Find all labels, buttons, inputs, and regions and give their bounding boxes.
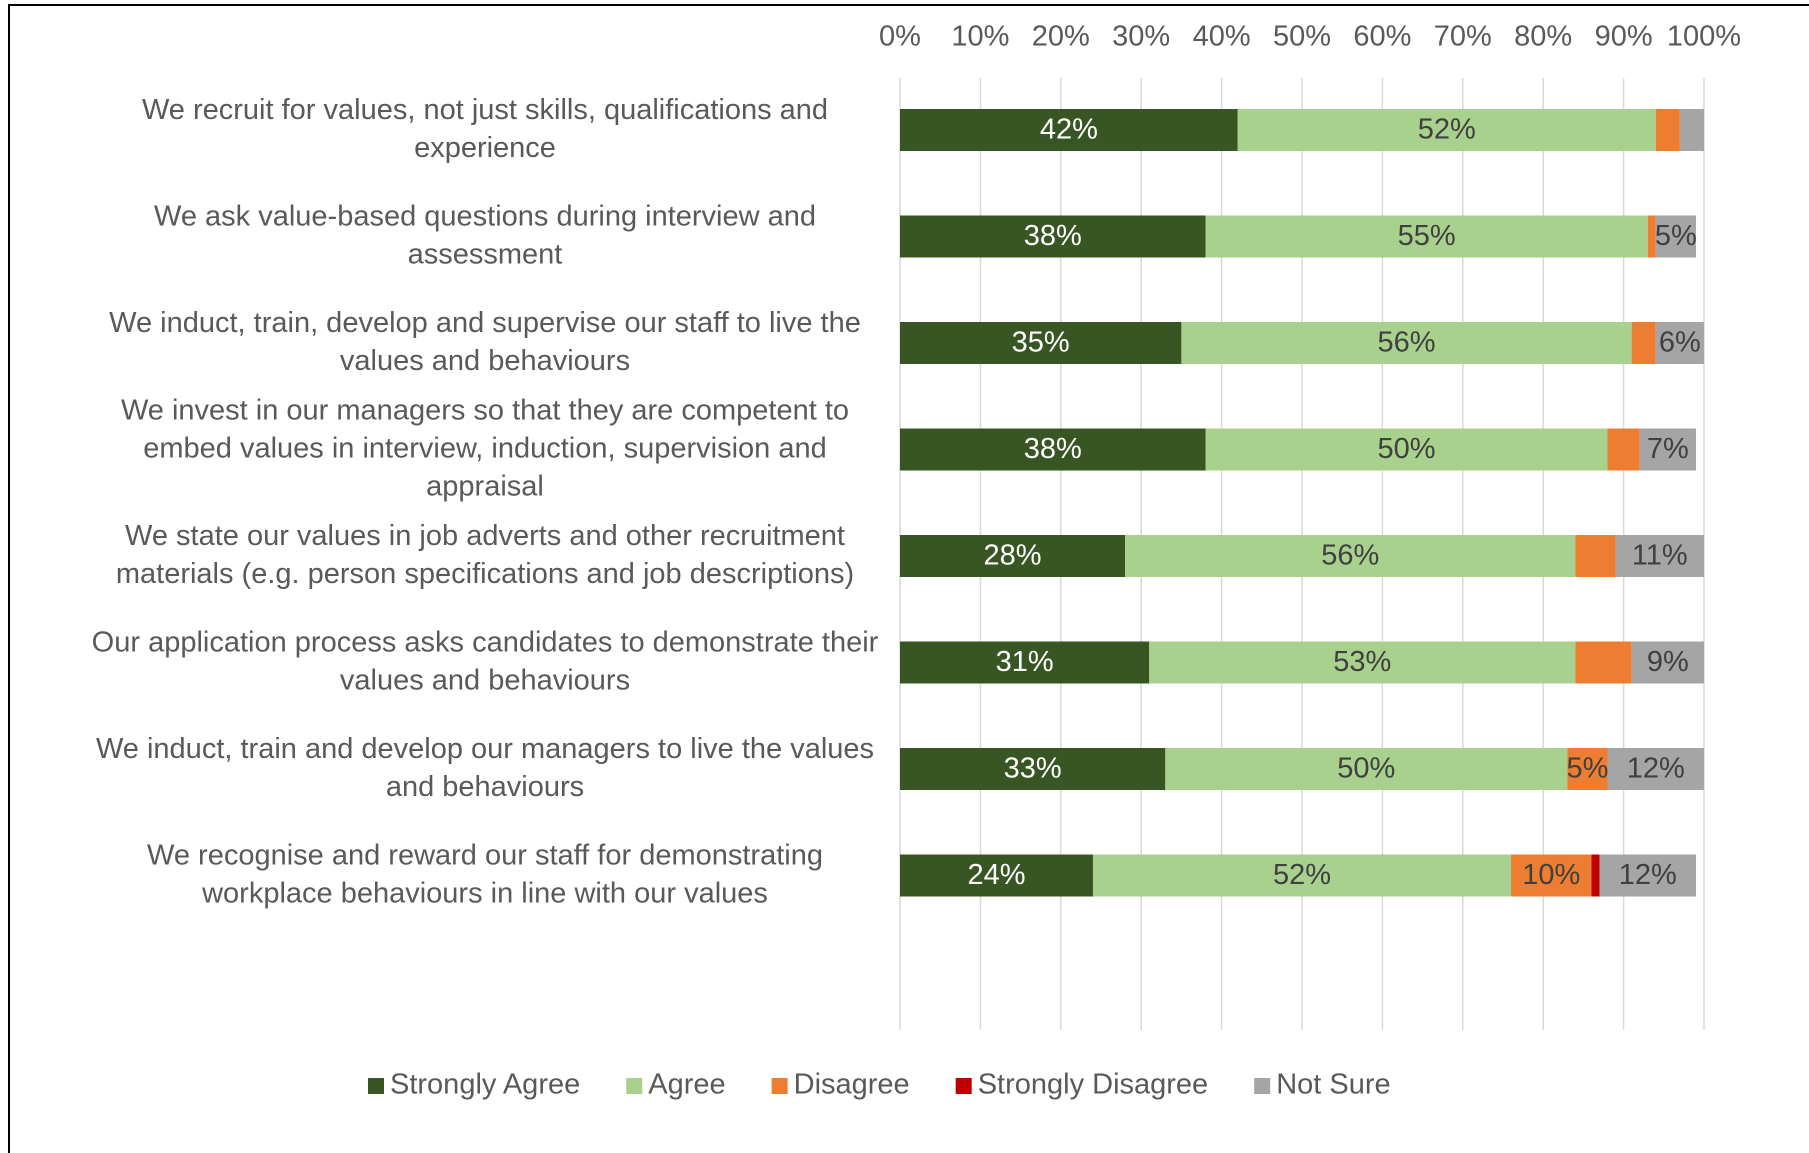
data-label: 12% [1619,859,1677,891]
data-label: 5% [1566,753,1608,785]
data-label: 53% [1333,646,1391,678]
x-tick-label: 80% [1514,21,1572,53]
bar-segment [1511,854,1592,897]
x-tick-label: 20% [1032,21,1090,53]
legend-label: Strongly Agree [390,1069,580,1101]
data-label: 5% [1655,220,1697,252]
category-label: We recognise and reward our staff for de… [147,839,823,909]
data-label: 10% [1522,859,1580,891]
category-label: We recruit for values, not just skills, … [142,94,828,164]
bar-segment [1181,322,1632,364]
bar-segment [1607,748,1704,790]
data-label: 9% [1647,646,1689,678]
category-label: We induct, train, develop and supervise … [109,307,861,377]
x-tick-label: 50% [1273,21,1331,53]
bar-segment [1655,215,1696,258]
data-label: 35% [1012,327,1070,359]
legend-label: Not Sure [1276,1069,1390,1101]
x-tick-label: 100% [1667,21,1741,53]
data-label: 42% [1040,114,1098,146]
bar-segment [1567,748,1608,790]
data-label: 38% [1024,220,1082,252]
category-label: We induct, train and develop our manager… [96,733,874,803]
category-label: We ask value-based questions during inte… [154,200,816,270]
legend-swatch [626,1078,643,1094]
legend-label: Strongly Disagree [978,1069,1209,1101]
legend-swatch [1254,1078,1271,1094]
bar-segment [900,535,1126,577]
data-label: 28% [984,540,1042,572]
bar-segment [1631,322,1656,364]
data-label: 56% [1377,327,1435,359]
data-label: 52% [1273,859,1331,891]
data-label: 52% [1418,114,1476,146]
bar-segment [1092,854,1512,897]
bar-segment [1575,641,1632,684]
data-label: 12% [1627,753,1685,785]
legend-swatch [955,1078,972,1094]
data-label: 38% [1024,433,1082,465]
x-tick-label: 30% [1112,21,1170,53]
legend-label: Agree [648,1069,725,1101]
bar-segment [1607,428,1640,471]
data-label: 55% [1398,220,1456,252]
data-label: 33% [1004,753,1062,785]
bar-segment [900,322,1182,364]
category-label: We invest in our managers so that they a… [121,394,849,502]
x-tick-label: 70% [1434,21,1492,53]
bar-segment [1647,215,1656,258]
legend-label: Disagree [794,1069,910,1101]
bar-segment [1639,428,1696,471]
bar-segment [1205,215,1648,258]
bar-segment [1615,535,1704,577]
bar-segment [1591,854,1600,897]
bar-segment [1205,428,1608,471]
data-label: 6% [1659,327,1701,359]
bar-segment [1125,535,1576,577]
bar-segment [900,109,1238,151]
bar-segment [900,641,1150,684]
data-label: 50% [1377,433,1435,465]
category-label: We state our values in job adverts and o… [116,520,854,590]
bar-segment [1679,109,1704,151]
bar-segment [900,854,1093,897]
bar-segment [900,215,1206,258]
data-label: 31% [996,646,1054,678]
x-tick-label: 60% [1353,21,1411,53]
data-label: 56% [1321,540,1379,572]
bar-segment [1165,748,1568,790]
bar-segment [1149,641,1576,684]
bar-segment [1631,641,1704,684]
legend-swatch [771,1078,788,1094]
bar-segment [1655,322,1704,364]
x-tick-label: 90% [1595,21,1653,53]
data-label: 11% [1632,540,1688,572]
bar-segment [900,428,1206,471]
bar-segment [1575,535,1616,577]
data-label: 7% [1647,433,1689,465]
bar-segment [900,748,1166,790]
x-tick-label: 0% [879,21,921,53]
x-tick-label: 40% [1193,21,1251,53]
data-label: 24% [967,859,1025,891]
legend-swatch [368,1078,384,1094]
category-label: Our application process asks candidates … [92,626,879,696]
data-label: 50% [1337,753,1395,785]
bar-segment [1655,109,1680,151]
x-tick-label: 10% [951,21,1009,53]
bar-segment [1237,109,1656,151]
bar-segment [1599,854,1696,897]
frame [8,4,1809,1153]
